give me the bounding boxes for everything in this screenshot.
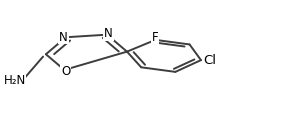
Text: Cl: Cl bbox=[203, 54, 217, 67]
Text: N: N bbox=[104, 27, 113, 40]
Text: F: F bbox=[152, 31, 159, 44]
Text: O: O bbox=[61, 65, 70, 78]
Text: H₂N: H₂N bbox=[3, 74, 26, 87]
Text: N: N bbox=[59, 31, 68, 44]
